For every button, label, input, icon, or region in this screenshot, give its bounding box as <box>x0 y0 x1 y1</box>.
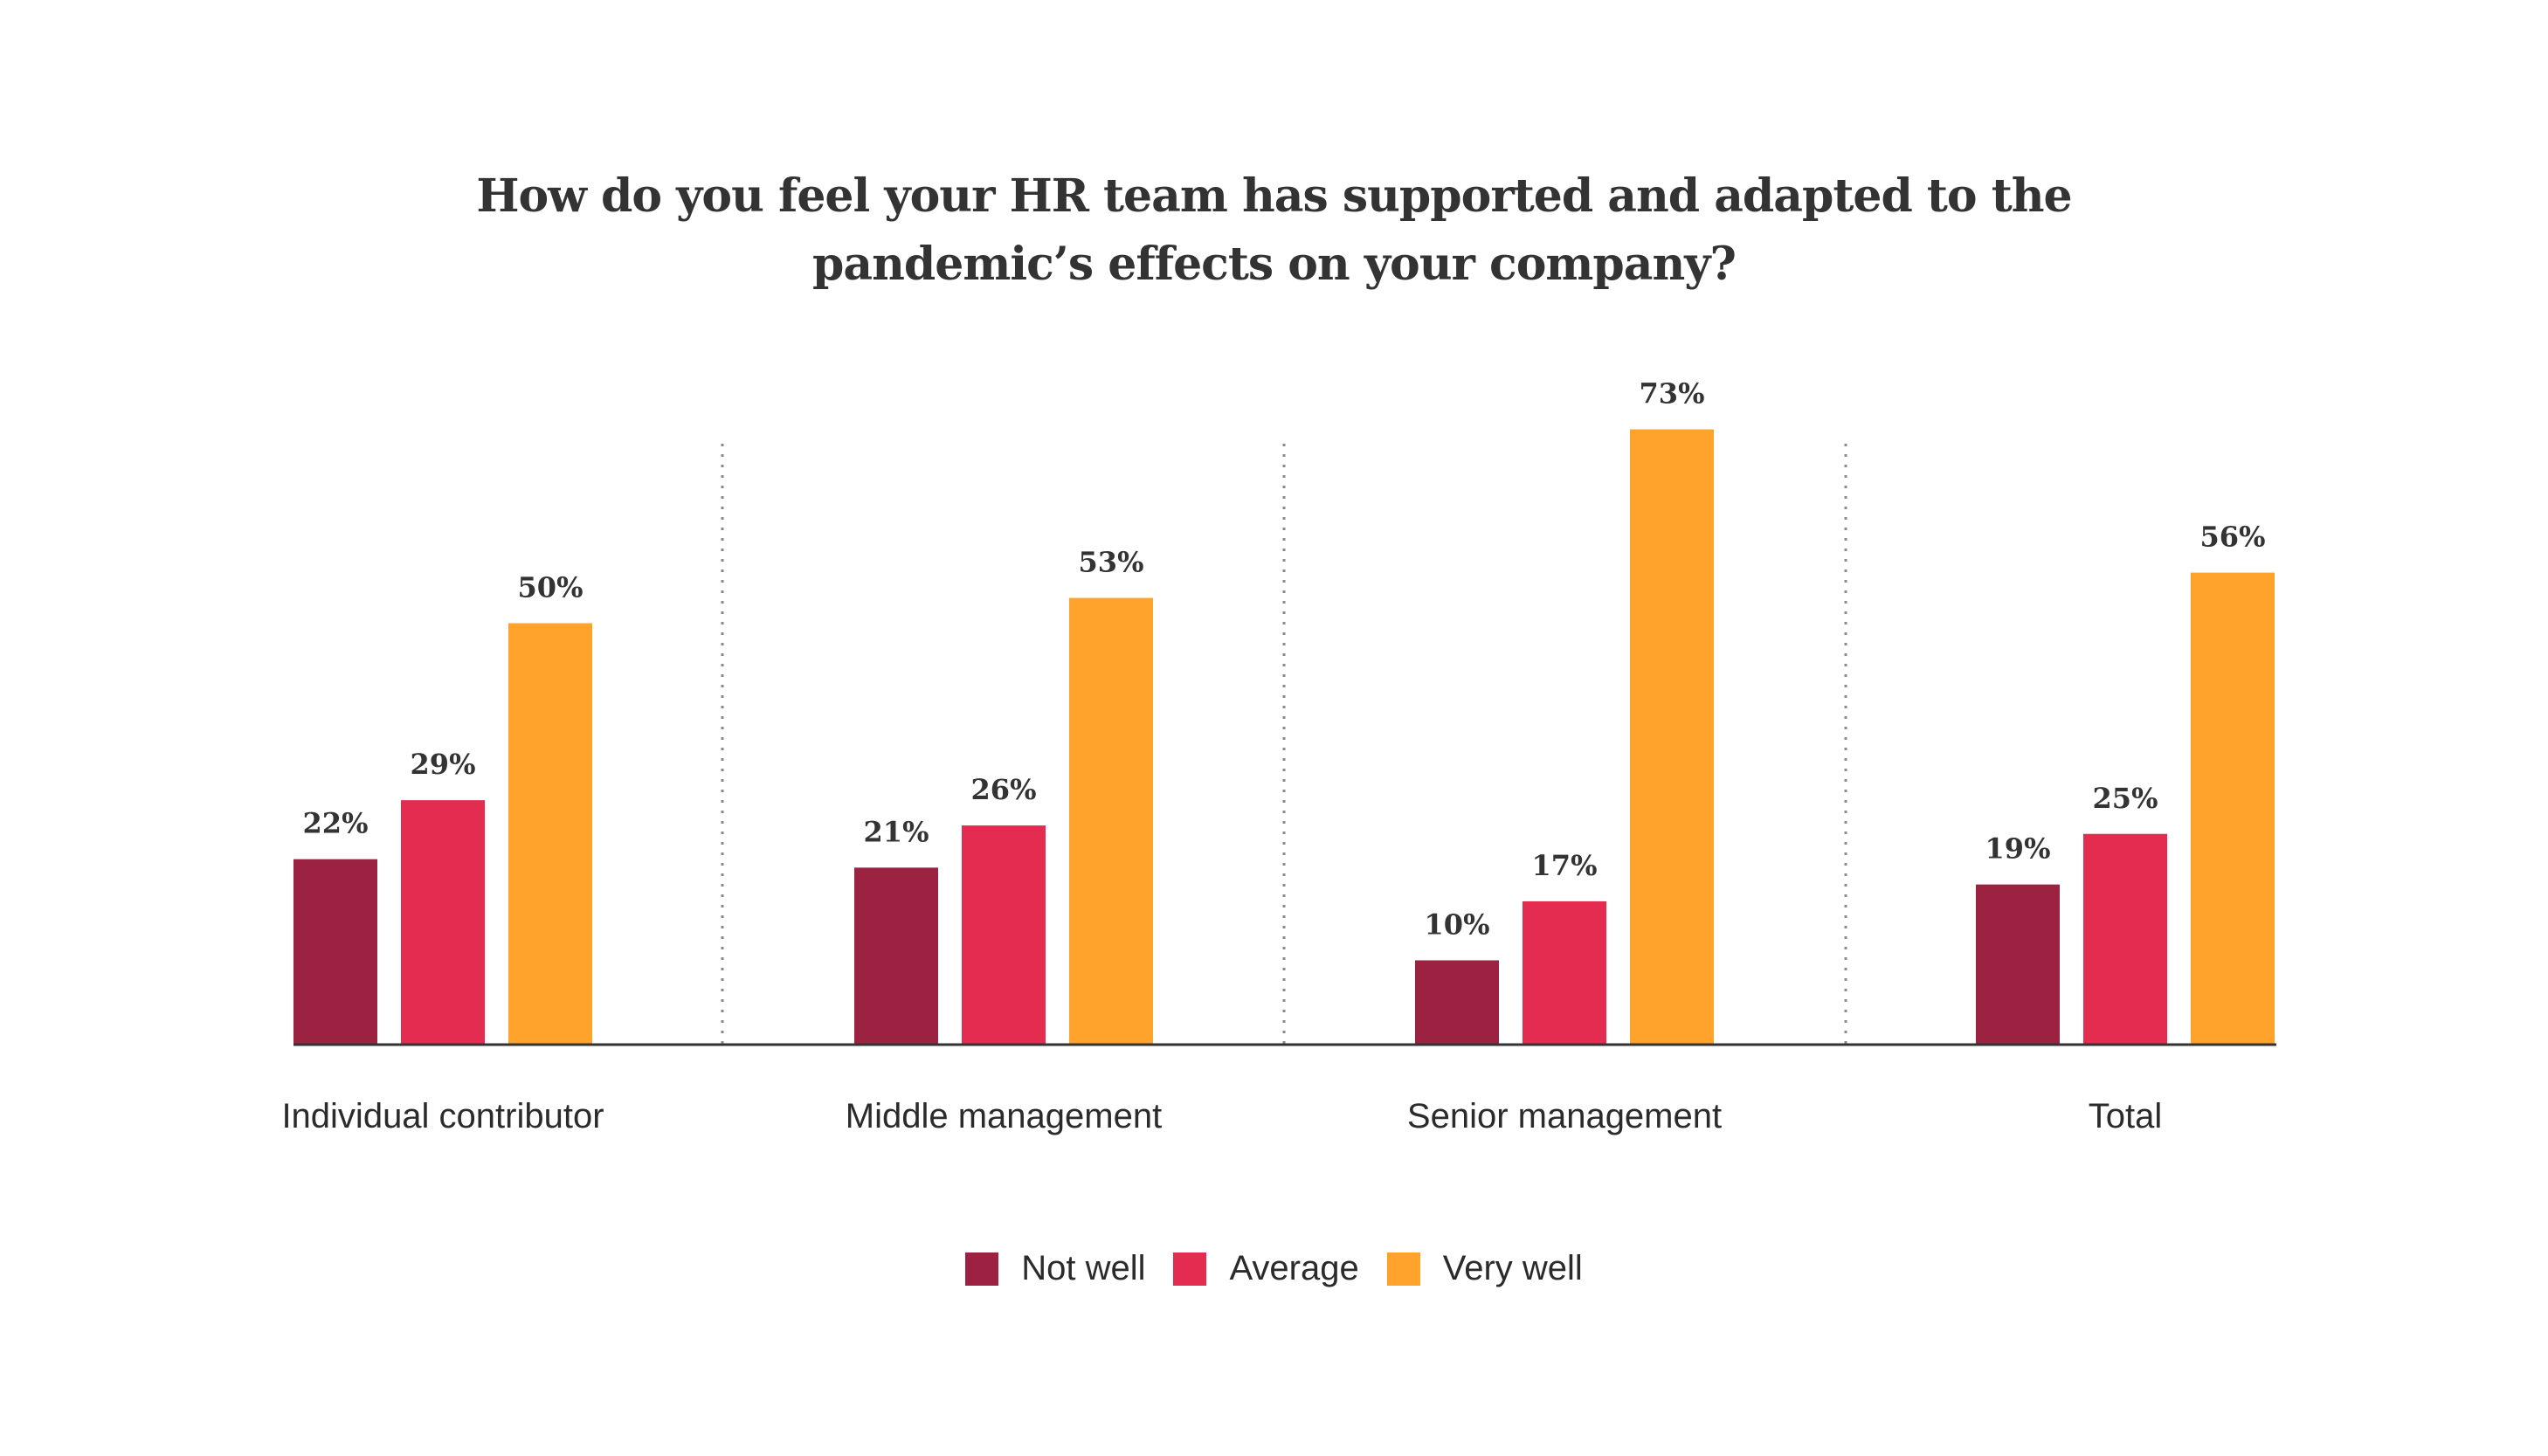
data-label: 73% <box>1640 377 1705 411</box>
data-label: 26% <box>971 773 1037 806</box>
data-label: 29% <box>411 748 476 781</box>
chart-title: How do you feel your HR team has support… <box>0 162 2548 299</box>
bar-individual-contributor-very-well <box>508 623 592 1045</box>
data-label: 22% <box>303 807 369 840</box>
chart-title-line-1: How do you feel your HR team has support… <box>476 169 2072 223</box>
data-label: 53% <box>1079 546 1144 579</box>
bar-total-very-well <box>2191 572 2275 1045</box>
legend-item-not-well: Not well <box>965 1249 1145 1288</box>
data-label: 50% <box>518 571 583 604</box>
bar-individual-contributor-not-well <box>293 859 377 1045</box>
legend-label: Not well <box>1021 1249 1146 1287</box>
data-label: 21% <box>864 815 929 848</box>
legend-item-very-well: Very well <box>1386 1249 1583 1288</box>
legend-swatch <box>1386 1252 1420 1286</box>
legend-swatch <box>965 1252 999 1286</box>
category-label: Individual contributor <box>281 1097 604 1135</box>
legend-swatch <box>1173 1252 1207 1286</box>
category-label: Middle management <box>846 1097 1162 1135</box>
category-label: Senior management <box>1407 1097 1722 1135</box>
bar-individual-contributor-average <box>401 800 485 1045</box>
chart-title-line-2: pandemic’s effects on your company? <box>812 238 1737 291</box>
data-label: 25% <box>2093 782 2158 815</box>
data-label: 56% <box>2200 521 2266 554</box>
legend-label: Average <box>1229 1249 1359 1287</box>
bar-middle-management-very-well <box>1069 597 1153 1045</box>
category-label: Total <box>2089 1097 2163 1135</box>
bar-middle-management-average <box>962 825 1046 1045</box>
data-label: 10% <box>1425 908 1490 942</box>
bar-senior-management-not-well <box>1415 960 1499 1045</box>
legend-item-average: Average <box>1173 1249 1359 1288</box>
bar-total-average <box>2083 833 2167 1045</box>
data-label: 17% <box>1532 849 1598 882</box>
legend: Not well Average Very well <box>0 1249 2548 1288</box>
legend-label: Very well <box>1442 1249 1583 1287</box>
data-label: 19% <box>1985 832 2051 866</box>
bar-senior-management-very-well <box>1630 429 1714 1045</box>
bar-total-not-well <box>1976 884 2060 1045</box>
bar-senior-management-average <box>1523 901 1606 1045</box>
bar-middle-management-not-well <box>854 867 938 1045</box>
